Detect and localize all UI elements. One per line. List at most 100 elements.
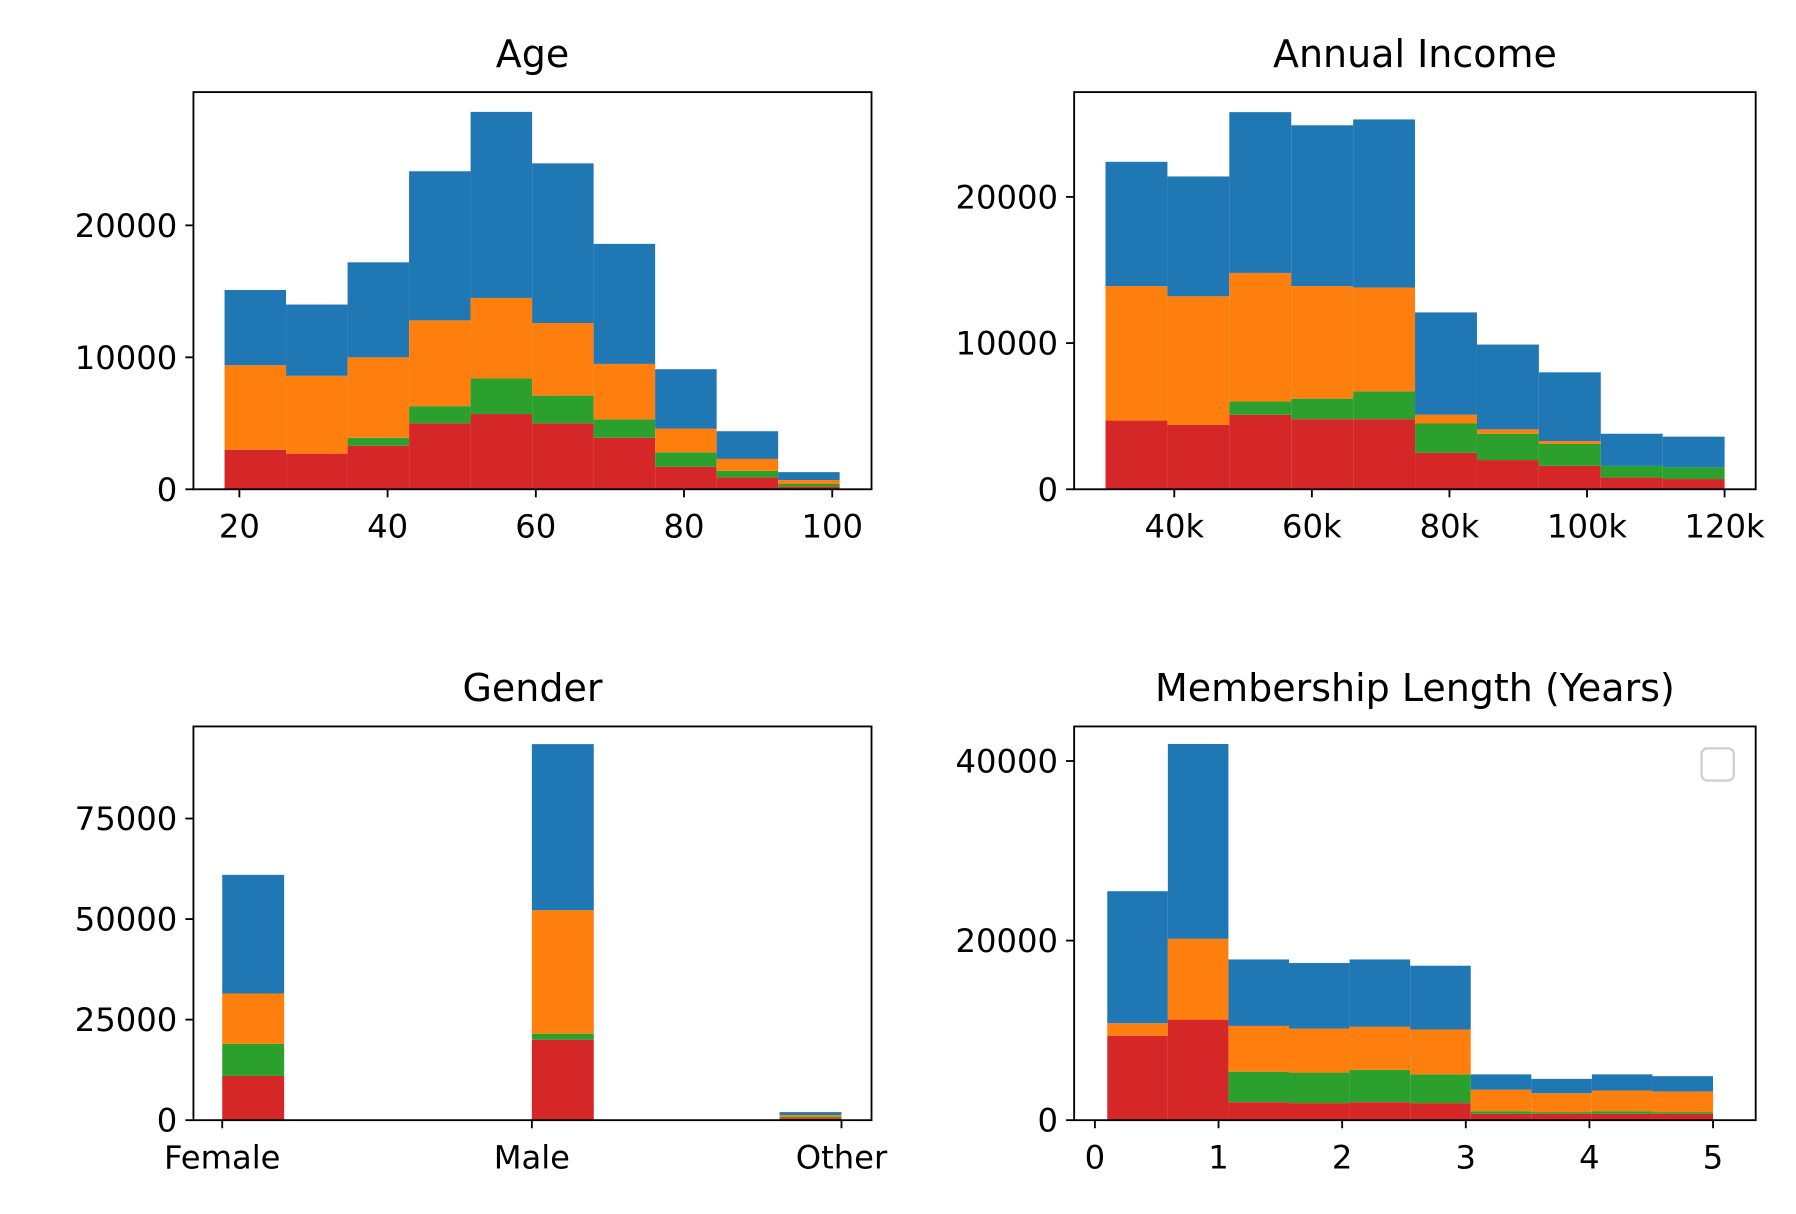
bar-segment	[286, 304, 348, 376]
bar-segment	[1652, 1091, 1714, 1113]
bar-segment	[778, 484, 840, 487]
bar-segment	[779, 1118, 842, 1121]
bar-segment	[1105, 161, 1168, 287]
bar-segment	[1349, 1102, 1411, 1121]
bar-segment	[1107, 1035, 1168, 1121]
x-tick-label: 4	[1579, 1139, 1600, 1177]
bar-segment	[1410, 1103, 1471, 1121]
bar-segment	[778, 486, 840, 490]
bar-segment	[779, 1114, 842, 1117]
y-tick-label: 0	[1038, 1102, 1059, 1140]
bar-segment	[1476, 344, 1539, 430]
y-tick-label: 25000	[75, 1001, 177, 1039]
bar-segment	[1291, 125, 1354, 287]
bar-segment	[286, 453, 348, 490]
bar-segment	[1289, 1028, 1350, 1073]
bar-segment	[593, 419, 656, 438]
bar-segment	[1538, 465, 1601, 490]
bar-segment	[1531, 1078, 1592, 1094]
x-tick-label: 0	[1085, 1139, 1106, 1177]
bar-segment	[1531, 1113, 1592, 1121]
axes-frame	[192, 91, 873, 491]
bar-segment	[1591, 1113, 1653, 1121]
y-tick-label: 10000	[75, 339, 177, 377]
bar-segment	[409, 320, 471, 407]
bar-segment	[409, 406, 471, 424]
bar-segment	[1415, 414, 1477, 424]
bar-segment	[222, 1043, 285, 1076]
bar-segment	[1167, 176, 1230, 297]
bar-segment	[1349, 959, 1411, 1027]
x-tick-label: 1	[1208, 1139, 1229, 1177]
bar-segment	[1415, 423, 1477, 453]
bar-segment	[470, 378, 533, 415]
y-tick-label: 75000	[75, 800, 177, 838]
bar-segment	[655, 369, 717, 429]
bar-segment	[1167, 424, 1230, 490]
bar-segment	[1470, 1074, 1532, 1090]
bar-segment	[409, 171, 471, 321]
bar-segment	[222, 993, 285, 1044]
bar-segment	[1652, 1113, 1714, 1121]
bar-segment	[1591, 1111, 1653, 1114]
y-tick-label: 0	[1038, 471, 1059, 509]
bar-segment	[655, 428, 717, 453]
y-tick-label: 20000	[956, 178, 1058, 216]
bar-segment	[531, 1039, 594, 1121]
bar-segment	[1662, 479, 1725, 490]
bar-segment	[1538, 441, 1601, 444]
bar-segment	[1167, 938, 1229, 1020]
bar-segment	[1229, 272, 1292, 402]
bar-segment	[532, 163, 594, 324]
y-tick-label: 0	[157, 471, 177, 509]
bar-segment	[1415, 312, 1477, 415]
bar-segment	[470, 297, 533, 379]
chart-title: Membership Length (Years)	[1155, 666, 1675, 710]
bar-segment	[347, 437, 410, 446]
bar-segment	[716, 458, 779, 471]
bar-segment	[1531, 1112, 1592, 1114]
bar-segment	[1410, 1074, 1471, 1104]
bar-segment	[1652, 1076, 1714, 1092]
bar-segment	[222, 1075, 285, 1121]
bar-segment	[1349, 1026, 1411, 1070]
bar-segment	[532, 323, 594, 396]
bar-segment	[470, 414, 533, 490]
bar-segment	[531, 744, 594, 911]
bar-segment	[1229, 112, 1292, 273]
bar-segment	[1353, 419, 1416, 490]
bar-segment	[1289, 963, 1350, 1029]
bar-segment	[779, 1116, 842, 1119]
bar-segment	[470, 111, 533, 298]
bar-segment	[222, 874, 285, 994]
bar-segment	[1662, 436, 1725, 468]
bar-segment	[778, 472, 840, 481]
bar-segment	[716, 470, 779, 478]
bar-segment	[1228, 1025, 1290, 1072]
bar-segment	[1105, 286, 1168, 421]
bar-segment	[779, 1112, 842, 1115]
x-tick-label: 3	[1456, 1139, 1477, 1177]
bar-segment	[1291, 286, 1354, 399]
bar-segment	[347, 445, 410, 490]
y-tick-label: 20000	[956, 922, 1058, 960]
x-tick-label: 100	[801, 508, 863, 546]
bar-segment	[1600, 465, 1663, 478]
x-tick-label: Other	[796, 1139, 888, 1177]
bar-segment	[655, 452, 717, 467]
y-tick-label: 20000	[75, 207, 177, 245]
bar-segment	[1410, 965, 1471, 1030]
chart-title: Age	[496, 32, 569, 76]
bar-segment	[1229, 401, 1292, 415]
x-tick-label: 80	[664, 508, 705, 546]
bar-segment	[1652, 1112, 1714, 1114]
bar-segment	[1228, 959, 1290, 1026]
x-tick-label: Female	[164, 1139, 281, 1177]
bar-segment	[1349, 1069, 1411, 1103]
bar-segment	[593, 363, 656, 420]
y-tick-label: 0	[157, 1102, 177, 1140]
x-tick-label: 2	[1332, 1139, 1353, 1177]
bar-segment	[1228, 1102, 1290, 1121]
bar-segment	[1167, 743, 1229, 939]
bar-segment	[347, 357, 410, 438]
